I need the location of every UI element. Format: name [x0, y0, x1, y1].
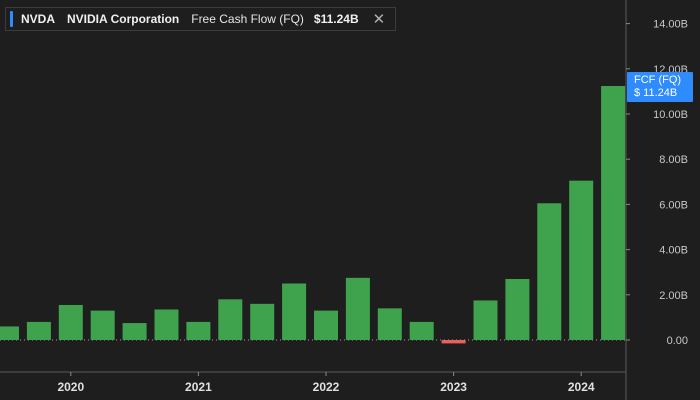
bar-16[interactable] — [473, 300, 498, 340]
bar-18[interactable] — [537, 203, 562, 340]
bars — [0, 85, 626, 344]
bar-13[interactable] — [377, 308, 402, 340]
current-value-badge: FCF (FQ) $ 11.24B — [627, 72, 693, 102]
legend-ticker[interactable]: NVDA — [21, 12, 56, 26]
badge-label: FCF (FQ) — [634, 74, 682, 86]
bar-2[interactable] — [26, 321, 51, 340]
y-tick-label: 4.00B — [659, 245, 688, 257]
legend-accent — [10, 11, 13, 27]
close-icon[interactable]: ✕ — [372, 10, 386, 28]
y-tick-label: 6.00B — [659, 199, 688, 211]
bar-14[interactable] — [409, 321, 434, 340]
legend-metric: Free Cash Flow (FQ) — [191, 12, 304, 26]
bar-5[interactable] — [122, 323, 147, 340]
bar-12[interactable] — [345, 277, 370, 340]
bar-3[interactable] — [58, 304, 83, 340]
bar-7[interactable] — [186, 321, 211, 340]
bar-19[interactable] — [569, 180, 594, 340]
legend-value: $11.24B — [313, 12, 359, 26]
y-tick-label: 2.00B — [659, 290, 688, 302]
bar-1[interactable] — [0, 326, 19, 340]
x-tick-label: 2023 — [440, 380, 467, 394]
bar-17[interactable] — [505, 278, 530, 340]
y-tick-label: 8.00B — [659, 154, 688, 166]
x-tick-label: 2021 — [185, 380, 212, 394]
bar-15[interactable] — [441, 340, 466, 344]
bar-11[interactable] — [314, 310, 338, 340]
legend: NVDA NVIDIA Corporation Free Cash Flow (… — [5, 7, 397, 31]
bar-8[interactable] — [218, 299, 243, 340]
bar-6[interactable] — [154, 309, 179, 340]
x-tick-label: 2024 — [568, 380, 595, 394]
badge-value: $ 11.24B — [634, 87, 678, 99]
y-tick-label: 14.00B — [653, 19, 688, 31]
bar-4[interactable] — [90, 310, 115, 340]
x-tick-label: 2020 — [57, 380, 84, 394]
bar-9[interactable] — [250, 303, 275, 340]
x-tick-label: 2022 — [313, 380, 340, 394]
bar-10[interactable] — [282, 283, 307, 341]
legend-company: NVIDIA Corporation — [67, 12, 180, 26]
y-tick-label: 0.00 — [667, 335, 688, 347]
y-tick-label: 10.00B — [653, 109, 688, 121]
bar-20[interactable] — [601, 85, 626, 340]
